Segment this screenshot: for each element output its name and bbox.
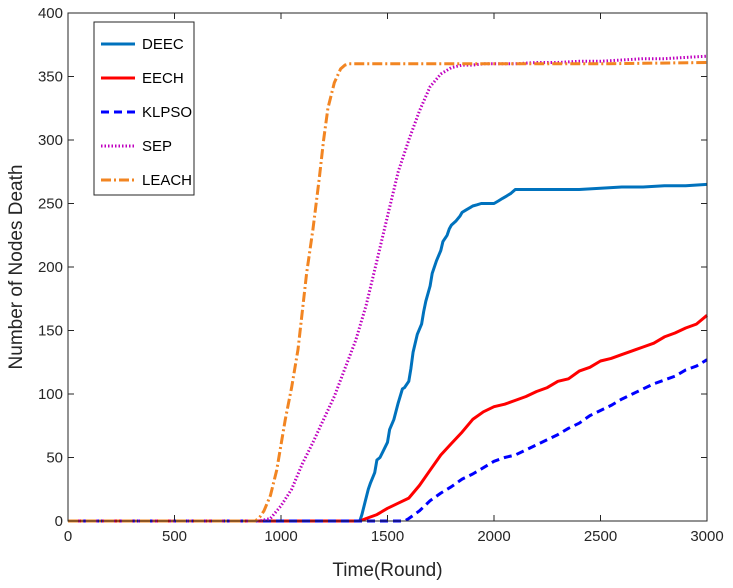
y-tick-label: 400: [38, 5, 63, 22]
legend-label: KLPSO: [142, 104, 192, 121]
x-tick-label: 2500: [584, 528, 617, 545]
legend-box: [93, 21, 195, 196]
x-tick-label: 3000: [690, 528, 723, 545]
legend: DEEC EECH KLPSO SEP LEACH: [93, 21, 195, 196]
y-tick-label: 200: [38, 259, 63, 276]
x-axis-ticks: 0 500 1000 1500 2000 2500 3000: [64, 13, 724, 545]
x-tick-label: 2000: [477, 528, 510, 545]
series-line-leach: [68, 61, 708, 523]
legend-label: LEACH: [142, 172, 192, 189]
y-tick-label: 150: [38, 323, 63, 340]
series-line-deec: [68, 182, 708, 523]
series-line-klpso: [68, 358, 708, 523]
plot-series: [68, 54, 708, 523]
y-axis-ticks: 0 50 100 150 200 250 300 350 400: [38, 5, 707, 530]
y-tick-label: 0: [55, 513, 63, 530]
y-tick-label: 250: [38, 196, 63, 213]
x-tick-label: 500: [162, 528, 187, 545]
legend-label: SEP: [142, 138, 172, 155]
y-axis-label: Number of Nodes Death: [6, 165, 27, 370]
y-tick-label: 300: [38, 132, 63, 149]
x-tick-label: 1500: [371, 528, 404, 545]
y-tick-label: 350: [38, 69, 63, 86]
series-line-sep: [68, 54, 708, 523]
x-tick-label: 0: [64, 528, 72, 545]
x-tick-label: 1000: [264, 528, 297, 545]
series-line-eech: [68, 314, 708, 523]
y-tick-label: 50: [46, 450, 63, 467]
x-axis-label: Time(Round): [332, 560, 442, 581]
legend-label: EECH: [142, 70, 184, 87]
y-tick-label: 100: [38, 386, 63, 403]
legend-label: DEEC: [142, 36, 184, 53]
